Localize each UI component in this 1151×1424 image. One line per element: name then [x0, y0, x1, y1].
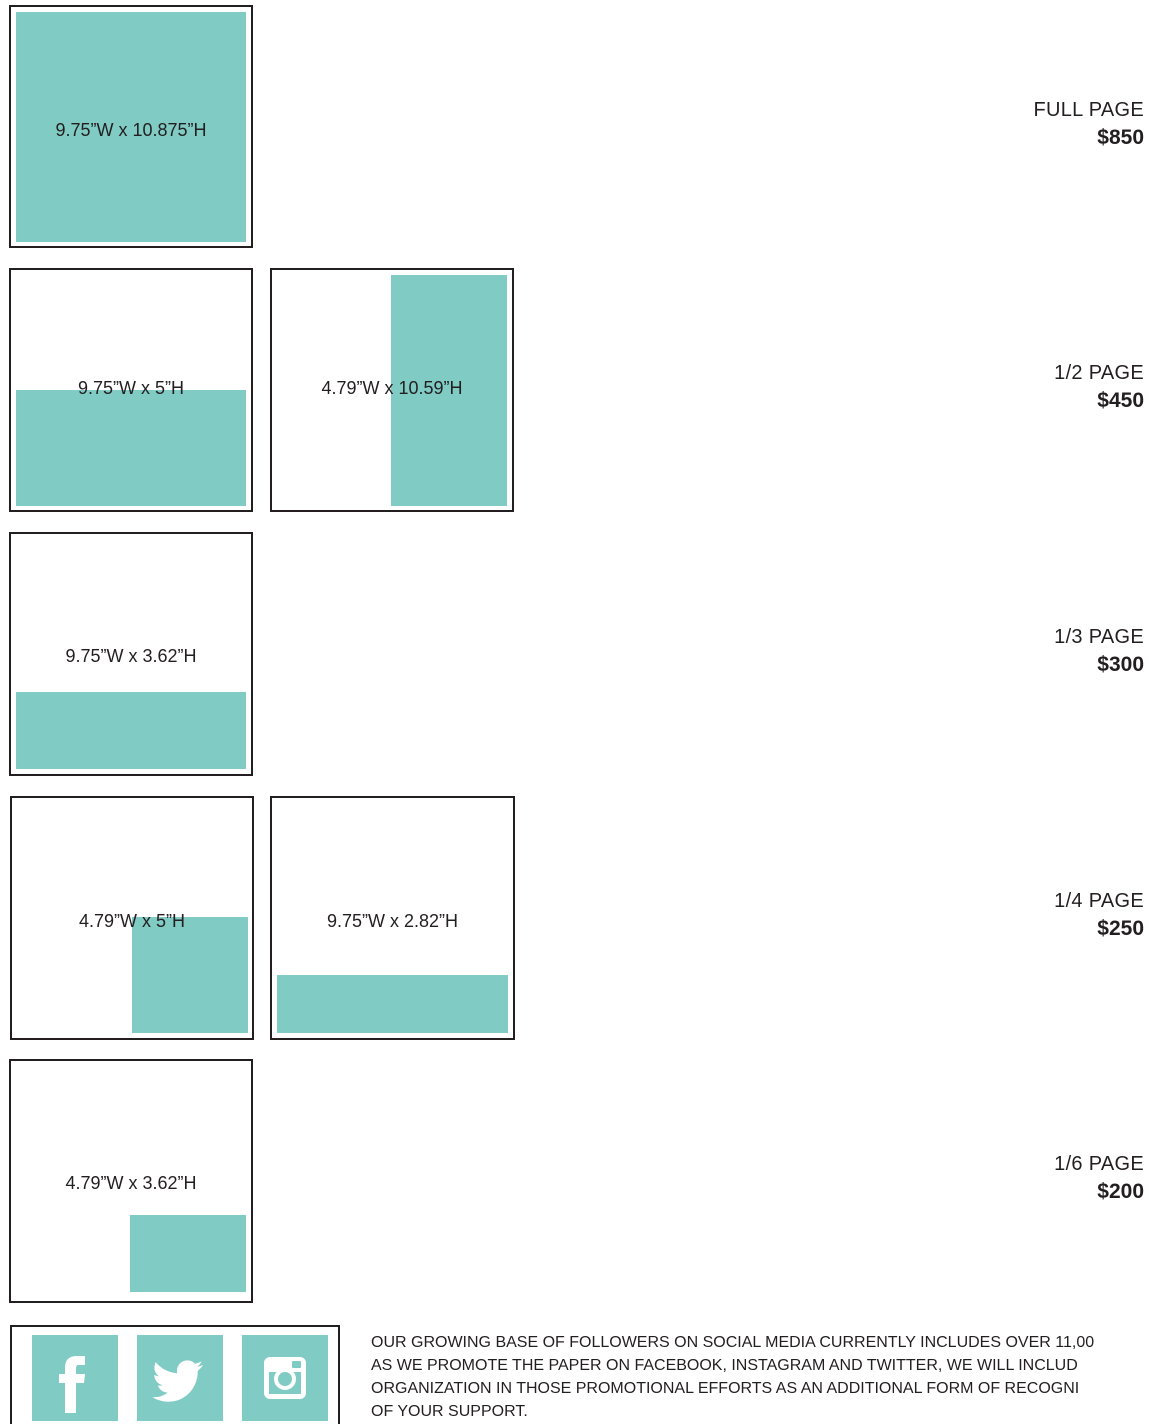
social-media-note: OUR GROWING BASE OF FOLLOWERS ON SOCIAL … [371, 1331, 1151, 1423]
price-block-half-page: 1/2 PAGE $450 [1054, 359, 1144, 415]
facebook-icon[interactable] [32, 1335, 118, 1421]
ad-dimensions: 9.75”W x 3.62”H [65, 646, 197, 666]
ad-layout-quarter-block: 4.79”W x 5”H [10, 796, 254, 1040]
ad-size-label: 1/6 PAGE [1054, 1153, 1144, 1175]
ad-price: $200 [1097, 1180, 1144, 1203]
note-line: AS WE PROMOTE THE PAPER ON FACEBOOK, INS… [371, 1357, 1078, 1374]
ad-area [132, 917, 248, 1033]
ad-size-label: 1/4 PAGE [1054, 890, 1144, 912]
ad-dimensions: 9.75”W x 2.82”H [326, 911, 459, 931]
ad-area [391, 275, 507, 506]
ad-size-label: 1/3 PAGE [1054, 626, 1144, 648]
ad-dimensions: 9.75”W x 10.875”H [55, 120, 207, 140]
ad-area [16, 390, 246, 506]
ad-area [16, 692, 246, 769]
ad-layout-half-vertical: 4.79”W x 10.59”H [270, 268, 514, 512]
ad-price: $450 [1097, 389, 1144, 412]
ad-size-label: FULL PAGE [1033, 99, 1144, 121]
instagram-icon[interactable] [242, 1335, 328, 1421]
ad-price: $850 [1097, 126, 1144, 149]
ad-dimensions: 4.79”W x 10.59”H [321, 378, 463, 398]
note-line: OUR GROWING BASE OF FOLLOWERS ON SOCIAL … [371, 1334, 1095, 1351]
price-block-quarter-page: 1/4 PAGE $250 [1054, 887, 1144, 943]
ad-area [277, 975, 508, 1033]
ad-layout-full-page: 9.75”W x 10.875”H [9, 5, 253, 248]
ad-price: $250 [1097, 917, 1144, 940]
ad-area [16, 12, 246, 242]
note-line: OF YOUR SUPPORT. [371, 1403, 528, 1420]
ad-layout-third-page: 9.75”W x 3.62”H [9, 532, 253, 776]
ad-layout-sixth-page: 4.79”W x 3.62”H [9, 1059, 253, 1303]
ad-layout-half-horizontal: 9.75”W x 5”H [9, 268, 253, 512]
ad-area [130, 1215, 246, 1292]
price-block-full-page: FULL PAGE $850 [1033, 96, 1144, 152]
price-block-third-page: 1/3 PAGE $300 [1054, 623, 1144, 679]
ad-dimensions: 4.79”W x 3.62”H [65, 1173, 197, 1193]
ad-price: $300 [1097, 653, 1144, 676]
note-line: ORGANIZATION IN THOSE PROMOTIONAL EFFORT… [371, 1380, 1080, 1397]
price-block-sixth-page: 1/6 PAGE $200 [1054, 1150, 1144, 1206]
ad-layout-quarter-strip: 9.75”W x 2.82”H [270, 796, 515, 1040]
ad-size-label: 1/2 PAGE [1054, 362, 1144, 384]
twitter-icon[interactable] [137, 1335, 223, 1421]
social-media-box [10, 1325, 340, 1424]
ad-dimensions: 4.79”W x 5”H [78, 911, 186, 931]
ad-dimensions: 9.75”W x 5”H [77, 378, 185, 398]
